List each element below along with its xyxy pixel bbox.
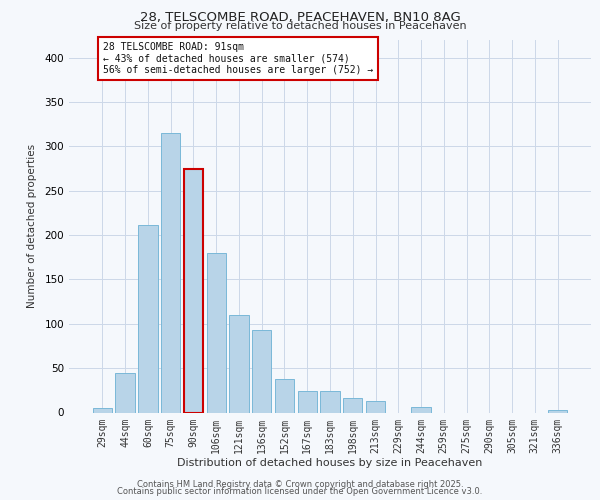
Bar: [161, 133, 181, 412]
Bar: [343, 398, 362, 412]
Bar: [252, 330, 271, 412]
Bar: [412, 407, 431, 412]
Text: Size of property relative to detached houses in Peacehaven: Size of property relative to detached ho…: [134, 21, 466, 31]
Bar: [138, 226, 158, 412]
Bar: [320, 391, 340, 412]
Bar: [229, 315, 248, 412]
Text: 28, TELSCOMBE ROAD, PEACEHAVEN, BN10 8AG: 28, TELSCOMBE ROAD, PEACEHAVEN, BN10 8AG: [140, 11, 460, 24]
Y-axis label: Number of detached properties: Number of detached properties: [28, 144, 37, 308]
Bar: [115, 374, 135, 412]
Bar: [366, 401, 385, 412]
Bar: [298, 391, 317, 412]
Bar: [548, 410, 567, 412]
Bar: [275, 379, 294, 412]
Text: Contains public sector information licensed under the Open Government Licence v3: Contains public sector information licen…: [118, 487, 482, 496]
X-axis label: Distribution of detached houses by size in Peacehaven: Distribution of detached houses by size …: [178, 458, 482, 468]
Bar: [206, 253, 226, 412]
Text: 28 TELSCOMBE ROAD: 91sqm
← 43% of detached houses are smaller (574)
56% of semi-: 28 TELSCOMBE ROAD: 91sqm ← 43% of detach…: [103, 42, 373, 75]
Text: Contains HM Land Registry data © Crown copyright and database right 2025.: Contains HM Land Registry data © Crown c…: [137, 480, 463, 489]
Bar: [93, 408, 112, 412]
Bar: [184, 168, 203, 412]
